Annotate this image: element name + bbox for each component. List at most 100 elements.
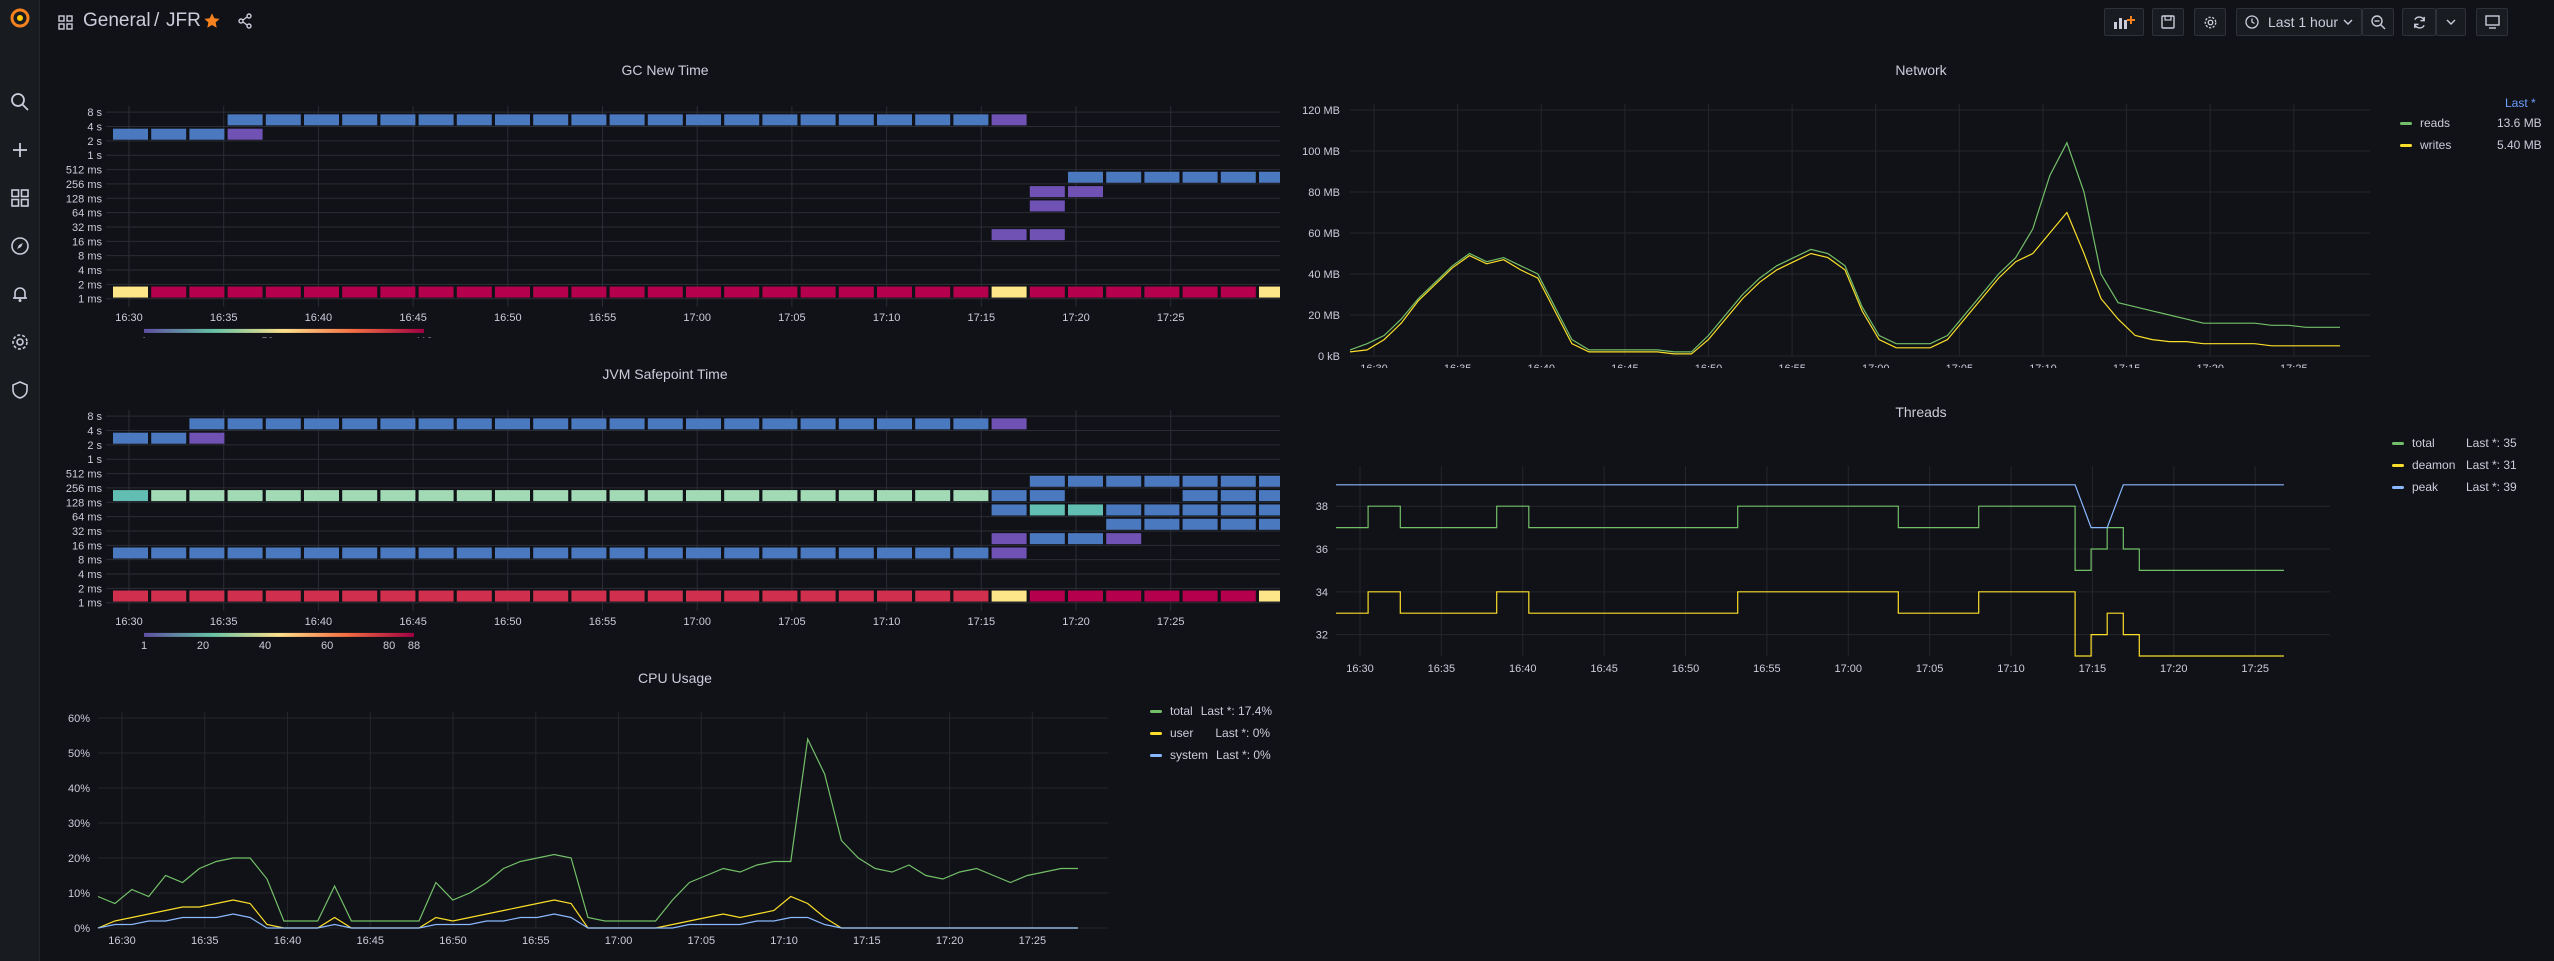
heatmap-cell bbox=[418, 418, 454, 430]
heatmap-cell bbox=[1259, 590, 1280, 602]
heatmap-cell bbox=[838, 547, 874, 559]
legend-header-last[interactable]: Last * bbox=[2505, 96, 2536, 110]
heatmap-cell bbox=[800, 286, 836, 298]
panel-title[interactable]: Network bbox=[1895, 62, 1947, 78]
legend-item-total[interactable]: total Last *: 35 bbox=[2392, 436, 2517, 452]
x-axis-tick-label: 17:20 bbox=[936, 935, 964, 947]
y-axis-tick-label: 128 ms bbox=[66, 193, 103, 205]
panel-title[interactable]: Threads bbox=[1895, 404, 1947, 420]
y-axis-tick-label: 8 ms bbox=[78, 251, 102, 263]
heatmap-cell bbox=[571, 418, 607, 430]
explore-nav-button[interactable] bbox=[8, 234, 32, 258]
network-line-chart[interactable]: 0 kB 20 MB 40 MB 60 MB 80 MB 100 MB 120 MB 16:3… bbox=[1296, 58, 2376, 368]
legend-item-user[interactable]: user Last *: 0% bbox=[1150, 726, 1270, 742]
breadcrumb-dashboard[interactable]: JFR bbox=[166, 10, 201, 31]
heatmap-cell bbox=[189, 128, 225, 140]
refresh-interval-dropdown[interactable] bbox=[2436, 8, 2466, 36]
search-nav-button[interactable] bbox=[8, 90, 32, 114]
configuration-nav-button[interactable] bbox=[8, 330, 32, 354]
series-line-total bbox=[97, 736, 1078, 922]
legend-item-writes[interactable]: writes 5.40 MB bbox=[2400, 138, 2542, 154]
y-axis-tick-label: 64 ms bbox=[72, 208, 102, 220]
x-axis-tick-label: 16:55 bbox=[522, 935, 550, 947]
refresh-icon bbox=[2413, 15, 2425, 29]
x-axis-tick-label: 16:35 bbox=[1444, 363, 1472, 368]
legend-item-reads[interactable]: reads 13.6 MB bbox=[2400, 116, 2542, 132]
legend-item-total[interactable]: total Last *: 17.4% bbox=[1150, 704, 1272, 720]
dashboards-icon bbox=[11, 189, 29, 207]
heatmap-cell bbox=[151, 547, 187, 559]
heatmap-cell bbox=[495, 114, 530, 126]
compass-icon bbox=[11, 237, 29, 255]
panel-title[interactable]: JVM Safepoint Time bbox=[602, 366, 728, 382]
y-axis-tick-label: 10% bbox=[68, 888, 90, 900]
heatmap-cell bbox=[1068, 590, 1103, 602]
heatmap-cell bbox=[304, 590, 339, 602]
gc-heatmap-chart[interactable]: 1 ms 2 ms 4 ms 8 ms 16 ms 32 ms 64 ms 128 ms 256… bbox=[50, 58, 1280, 338]
color-scale-tick: 50 bbox=[261, 336, 273, 338]
heatmap-cell bbox=[418, 490, 454, 502]
x-axis-tick-label: 16:40 bbox=[305, 616, 333, 628]
heatmap-cell bbox=[1182, 171, 1218, 183]
heatmap-cell bbox=[456, 114, 492, 126]
panel-network: Network 0 kB 20 MB 40 MB 60 MB 80 MB 100 MB 12… bbox=[1296, 58, 2546, 368]
cpu-line-chart[interactable]: 0% 10% 20% 30% 40% 50% 60% 16:30 16:35 16:40 16:45… bbox=[50, 666, 1110, 956]
x-axis-tick-label: 16:30 bbox=[115, 616, 143, 628]
grafana-logo[interactable] bbox=[8, 6, 32, 30]
heatmap-cell bbox=[1144, 475, 1180, 487]
safepoint-heatmap-chart[interactable]: 1 ms 2 ms 4 ms 8 ms 16 ms 32 ms 64 ms 128 ms 256… bbox=[50, 362, 1280, 652]
heatmap-cell bbox=[533, 547, 569, 559]
heatmap-cell bbox=[953, 490, 989, 502]
heatmap-cell bbox=[609, 114, 645, 126]
share-icon[interactable] bbox=[237, 13, 253, 29]
refresh-button[interactable] bbox=[2402, 8, 2436, 36]
y-axis-tick-label: 8 s bbox=[87, 107, 102, 119]
save-icon bbox=[2161, 15, 2175, 29]
tv-mode-button[interactable] bbox=[2476, 8, 2508, 36]
legend-item-system[interactable]: system Last *: 0% bbox=[1150, 748, 1271, 764]
heatmap-cell bbox=[342, 286, 378, 298]
save-dashboard-button[interactable] bbox=[2152, 8, 2184, 36]
dashboards-nav-button[interactable] bbox=[8, 186, 32, 210]
heatmap-cell bbox=[915, 114, 951, 126]
dashboard-settings-button[interactable] bbox=[2194, 8, 2226, 36]
x-axis-tick-label: 16:50 bbox=[494, 616, 522, 628]
panel-title[interactable]: CPU Usage bbox=[638, 670, 712, 686]
zoom-out-button[interactable] bbox=[2362, 8, 2394, 36]
color-scale-bar bbox=[144, 328, 424, 333]
heatmap-cell bbox=[1106, 533, 1142, 545]
alerting-nav-button[interactable] bbox=[8, 282, 32, 306]
x-axis-tick-label: 16:35 bbox=[210, 616, 238, 628]
heatmap-cell bbox=[456, 590, 492, 602]
heatmap-cell bbox=[1029, 490, 1065, 502]
heatmap-cell bbox=[533, 286, 569, 298]
server-admin-nav-button[interactable] bbox=[8, 378, 32, 402]
star-icon[interactable] bbox=[203, 12, 221, 30]
y-axis-tick-label: 60 MB bbox=[1308, 228, 1340, 240]
series-line-writes bbox=[1349, 211, 2340, 355]
heatmap-cell bbox=[762, 114, 798, 126]
y-axis-tick-label: 1 s bbox=[87, 454, 102, 466]
time-range-picker[interactable]: Last 1 hour bbox=[2236, 8, 2362, 36]
heatmap-cell bbox=[1220, 490, 1256, 502]
heatmap-cell bbox=[1068, 286, 1103, 298]
heatmap-cell bbox=[151, 286, 187, 298]
heatmap-cell bbox=[1029, 504, 1065, 516]
heatmap-cell bbox=[838, 418, 874, 430]
color-scale-tick: 1 bbox=[141, 336, 147, 338]
create-nav-button[interactable] bbox=[8, 138, 32, 162]
heatmap-cell bbox=[1106, 286, 1142, 298]
heatmap-cell bbox=[1106, 171, 1142, 183]
x-axis-tick-label: 17:10 bbox=[1997, 663, 2025, 675]
heatmap-cell bbox=[342, 114, 378, 126]
breadcrumb-folder[interactable]: General bbox=[83, 10, 151, 31]
threads-line-chart[interactable]: 32 34 36 38 16:30 16:35 16:40 16:45 16:50 16:55 17… bbox=[1296, 396, 2346, 696]
heatmap-cell bbox=[495, 418, 530, 430]
add-panel-button[interactable] bbox=[2104, 8, 2144, 36]
legend-item-peak[interactable]: peak Last *: 39 bbox=[2392, 480, 2517, 496]
heatmap-cell bbox=[304, 418, 339, 430]
bell-icon bbox=[13, 287, 27, 302]
legend-item-deamon[interactable]: deamon Last *: 31 bbox=[2392, 458, 2517, 474]
heatmap-cell bbox=[915, 490, 951, 502]
panel-title[interactable]: GC New Time bbox=[621, 62, 709, 78]
